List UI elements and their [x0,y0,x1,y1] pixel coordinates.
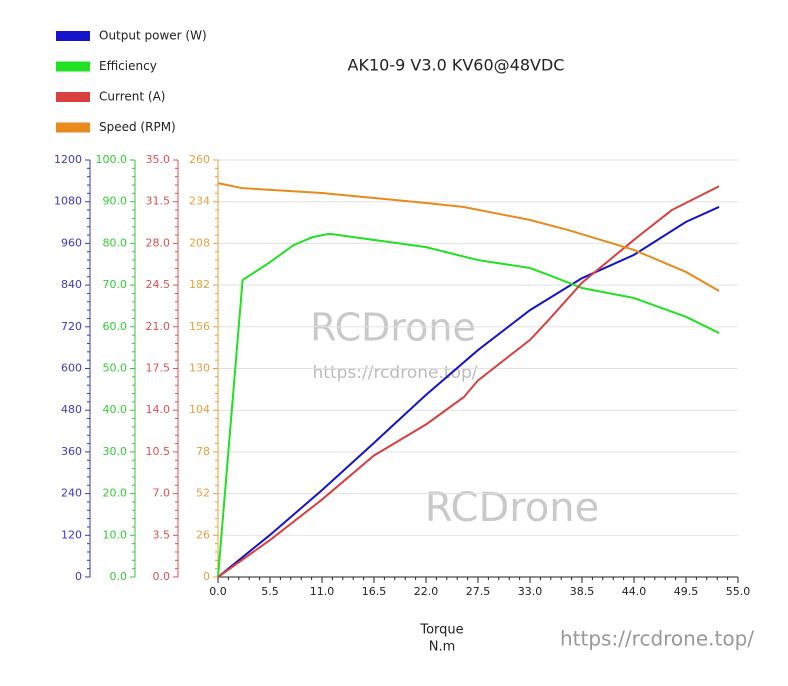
legend-label: Speed (RPM) [99,120,176,134]
x-tick-label: 22.0 [414,585,439,598]
chart-title: AK10-9 V3.0 KV60@48VDC [348,56,565,75]
x-tick-label: 38.5 [570,585,595,598]
y-tick-label: 0 [203,570,210,583]
y-tick-label: 1200 [54,153,82,166]
legend-label: Current (A) [99,90,165,104]
y-tick-label: 31.5 [146,195,171,208]
y-tick-label: 240 [61,487,82,500]
y-tick-label: 26 [196,528,210,541]
legend-swatch [56,31,90,41]
y-tick-label: 480 [61,403,82,416]
y-tick-label: 1080 [54,195,82,208]
y-tick-label: 28.0 [146,236,171,249]
x-axis-unit: N.m [429,640,456,655]
series-line [217,185,720,578]
legend-swatch [56,122,90,133]
y-tick-label: 17.5 [146,362,171,375]
y-tick-label: 10.5 [146,445,171,458]
x-tick-label: 44.0 [622,585,647,598]
x-tick-label: 55.0 [726,585,751,598]
y-tick-label: 35.0 [146,153,171,166]
x-tick-label: 0.0 [209,585,227,598]
y-tick-label: 840 [61,278,82,291]
series-line [217,182,720,292]
x-tick-label: 11.0 [310,585,335,598]
y-tick-label: 80.0 [103,236,128,249]
watermark: RCDrone [425,485,600,531]
y-tick-label: 0.0 [153,570,171,583]
y-tick-label: 90.0 [103,195,128,208]
series-line [217,232,720,578]
y-tick-label: 0.0 [110,570,128,583]
x-tick-label: 5.5 [261,585,279,598]
legend-label: Output power (W) [99,29,207,43]
y-tick-label: 24.5 [146,278,171,291]
series-line [217,206,720,578]
y-tick-label: 70.0 [103,278,128,291]
y-tick-label: 20.0 [103,487,128,500]
watermark: RCDrone [310,306,476,350]
y-tick-label: 120 [61,528,82,541]
legend-label: Efficiency [99,59,157,73]
watermark: https://rcdrone.top/ [313,363,478,383]
y-tick-label: 100.0 [96,153,128,166]
watermark: https://rcdrone.top/ [560,627,754,651]
y-tick-label: 40.0 [103,403,128,416]
y-tick-label: 360 [61,445,82,458]
y-tick-label: 182 [189,278,210,291]
y-tick-label: 0 [75,570,82,583]
y-tick-label: 156 [189,320,210,333]
y-tick-label: 234 [189,195,210,208]
y-tick-label: 130 [189,362,210,375]
y-tick-label: 10.0 [103,528,128,541]
y-tick-label: 60.0 [103,320,128,333]
y-tick-label: 720 [61,320,82,333]
y-tick-label: 21.0 [146,320,171,333]
x-tick-label: 16.5 [362,585,387,598]
x-tick-label: 33.0 [518,585,543,598]
legend-swatch [56,61,90,72]
y-tick-label: 14.0 [146,403,171,416]
y-tick-label: 3.5 [153,528,171,541]
y-tick-label: 30.0 [103,445,128,458]
y-tick-label: 208 [189,236,210,249]
x-axis-label: Torque [419,623,463,638]
x-tick-label: 27.5 [466,585,491,598]
x-tick-label: 49.5 [674,585,699,598]
y-tick-label: 78 [196,445,210,458]
legend-swatch [56,92,90,102]
y-tick-label: 960 [61,236,82,249]
y-tick-label: 600 [61,362,82,375]
y-tick-label: 7.0 [153,487,171,500]
y-tick-label: 52 [196,487,210,500]
y-tick-label: 260 [189,153,210,166]
y-tick-label: 104 [189,403,210,416]
y-tick-label: 50.0 [103,362,128,375]
